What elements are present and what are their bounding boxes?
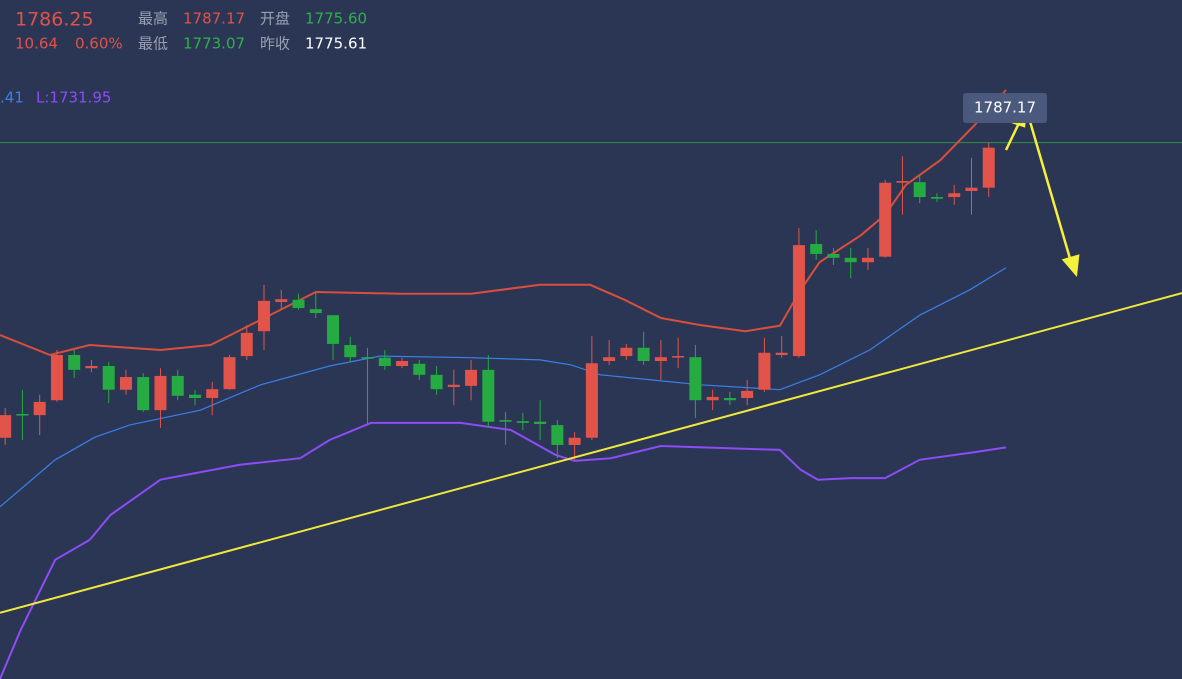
candle-body	[396, 361, 409, 366]
candle-body	[516, 421, 529, 423]
candle-body	[741, 390, 754, 399]
candle-body	[827, 253, 840, 258]
candle-body	[171, 375, 184, 396]
candle-body	[620, 347, 633, 357]
candle-body	[137, 377, 150, 411]
candle-body	[948, 193, 961, 198]
indicator-line	[0, 267, 1007, 508]
candle-body	[534, 421, 547, 424]
candle-body	[258, 300, 271, 332]
label: 最高	[138, 10, 168, 28]
candle-body	[413, 363, 426, 375]
candle-body	[33, 401, 46, 416]
change: 10.64	[15, 35, 58, 53]
value: 1773.07	[183, 35, 245, 53]
candle-body	[292, 299, 305, 309]
candle-body	[723, 398, 736, 401]
tooltip-value: 1787.17	[974, 99, 1036, 117]
candle-body	[879, 182, 892, 257]
label: 最低	[138, 35, 168, 53]
candle-body	[275, 299, 288, 302]
indicator-label: L:1731.95	[36, 89, 111, 107]
candle-body	[327, 315, 340, 344]
candle-body	[930, 197, 943, 199]
candle-body	[361, 357, 374, 359]
candle-body	[810, 243, 823, 254]
candle-body	[861, 257, 874, 263]
candle-body	[344, 345, 357, 358]
value: 1775.60	[305, 10, 367, 28]
arrow-up	[1004, 120, 1022, 151]
indicator-label: .41	[0, 89, 24, 107]
candle-body	[430, 374, 443, 390]
value: 1787.17	[183, 10, 245, 28]
candle-body	[982, 147, 995, 188]
indicator-line	[0, 421, 1007, 679]
tooltip-box	[963, 93, 1047, 123]
candle-body	[792, 245, 805, 357]
candle-body	[775, 352, 788, 355]
candle-body	[568, 437, 581, 445]
candle-body	[706, 396, 719, 401]
candle-body	[85, 365, 98, 369]
candle-body	[585, 363, 598, 438]
candle-body	[603, 357, 616, 362]
arrow-down	[1027, 117, 1073, 263]
plot	[0, 89, 1182, 679]
arrow-head	[1061, 254, 1080, 277]
label: 开盘	[260, 10, 290, 28]
price-tooltip: 1787.17	[963, 93, 1047, 123]
candle-body	[16, 414, 29, 416]
candle-body	[689, 357, 702, 401]
candle-body	[50, 354, 63, 401]
candle-body	[465, 369, 478, 386]
candle-body	[309, 309, 322, 314]
change-pct: 0.60%	[75, 35, 123, 53]
candle-body	[102, 365, 115, 390]
candle-body	[482, 369, 495, 422]
candle-body	[223, 357, 236, 390]
candle-body	[844, 257, 857, 263]
candle-body	[499, 420, 512, 422]
candle-body	[672, 356, 685, 358]
candle-body	[654, 357, 667, 362]
candle-body	[637, 347, 650, 362]
candle-body	[188, 394, 201, 399]
last-price: 1786.25	[15, 9, 94, 31]
candle-body	[913, 182, 926, 198]
label: 昨收	[260, 35, 290, 53]
candle-body	[68, 354, 81, 370]
candle-body	[447, 384, 460, 387]
candle-body	[378, 357, 391, 366]
candle-body	[154, 375, 167, 411]
candle-body	[206, 389, 219, 399]
candle-body	[119, 377, 132, 390]
value: 1775.61	[305, 35, 367, 53]
candle-body	[758, 352, 771, 390]
candle-body	[240, 332, 253, 357]
candle-body	[965, 187, 978, 192]
candle-body	[896, 181, 909, 183]
trendline	[0, 292, 1182, 614]
candle-body	[0, 415, 12, 438]
candle-body	[551, 425, 564, 445]
